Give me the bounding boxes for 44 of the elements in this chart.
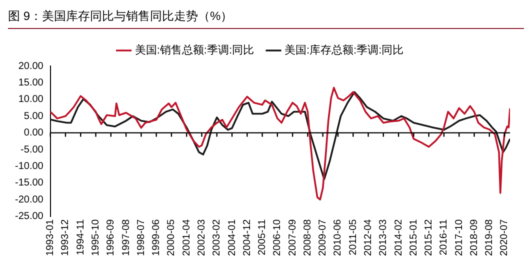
- x-tick-label: 2005-11: [257, 218, 268, 256]
- x-tick-label: 2013-03: [378, 218, 390, 256]
- x-tick-label: 2004-01: [226, 218, 238, 256]
- x-tick-label: 1994-11: [75, 218, 86, 256]
- x-tick-label: 2001-04: [181, 218, 192, 256]
- y-tick-label: -20.00: [14, 194, 44, 206]
- x-tick-label: 2000-05: [166, 218, 178, 256]
- x-tick-label: 2015-12: [424, 218, 435, 256]
- y-tick-label: -10.00: [14, 160, 44, 172]
- x-tick-label: 1993-12: [60, 218, 72, 256]
- x-tick-label: 2002-03: [196, 218, 208, 256]
- x-tick-label: 2009-07: [318, 218, 329, 256]
- x-tick-label: 2011-05: [348, 218, 359, 256]
- legend-label: 美国:库存总额:季调:同比: [284, 44, 404, 57]
- y-tick-label: 5.00: [24, 110, 44, 122]
- x-tick-label: 1993-01: [45, 218, 56, 256]
- x-tick-label: 2006-10: [272, 218, 284, 256]
- y-tick-label: 0.00: [24, 128, 44, 139]
- x-tick-label: 1999-06: [151, 218, 162, 256]
- x-tick-label: 1996-09: [106, 218, 117, 256]
- y-tick-label: 15.00: [18, 77, 44, 88]
- legend-label: 美国:销售总额:季调:同比: [134, 44, 254, 57]
- x-tick-label: 2010-06: [332, 218, 344, 256]
- x-tick-label: 2017-10: [454, 218, 465, 256]
- x-tick-label: 2016-11: [438, 218, 450, 256]
- x-tick-label: 2018-09: [468, 218, 480, 256]
- y-tick-label: 10.00: [18, 94, 44, 106]
- y-tick-label: -15.00: [14, 178, 44, 189]
- y-tick-label: -5.00: [20, 144, 44, 156]
- y-tick-label: 20.00: [18, 60, 44, 72]
- x-tick-label: 2012-04: [363, 218, 374, 256]
- chart-title: 图 9：美国库存同比与销售同比走势（%）: [8, 8, 524, 29]
- x-tick-label: 2020-07: [499, 218, 510, 256]
- x-tick-label: 2007-09: [287, 218, 298, 256]
- x-tick-label: 2004-12: [242, 218, 253, 256]
- x-tick-label: 1995-10: [90, 218, 102, 256]
- x-tick-label: 2014-02: [393, 218, 404, 256]
- x-tick-label: 2015-01: [408, 218, 420, 256]
- y-tick-label: -25.00: [14, 211, 44, 222]
- x-tick-label: 1998-07: [136, 218, 147, 256]
- x-tick-label: 2003-02: [212, 218, 223, 256]
- x-tick-label: 1997-08: [120, 218, 132, 256]
- x-tick-label: 2019-08: [484, 218, 496, 256]
- x-tick-label: 2008-08: [302, 218, 314, 256]
